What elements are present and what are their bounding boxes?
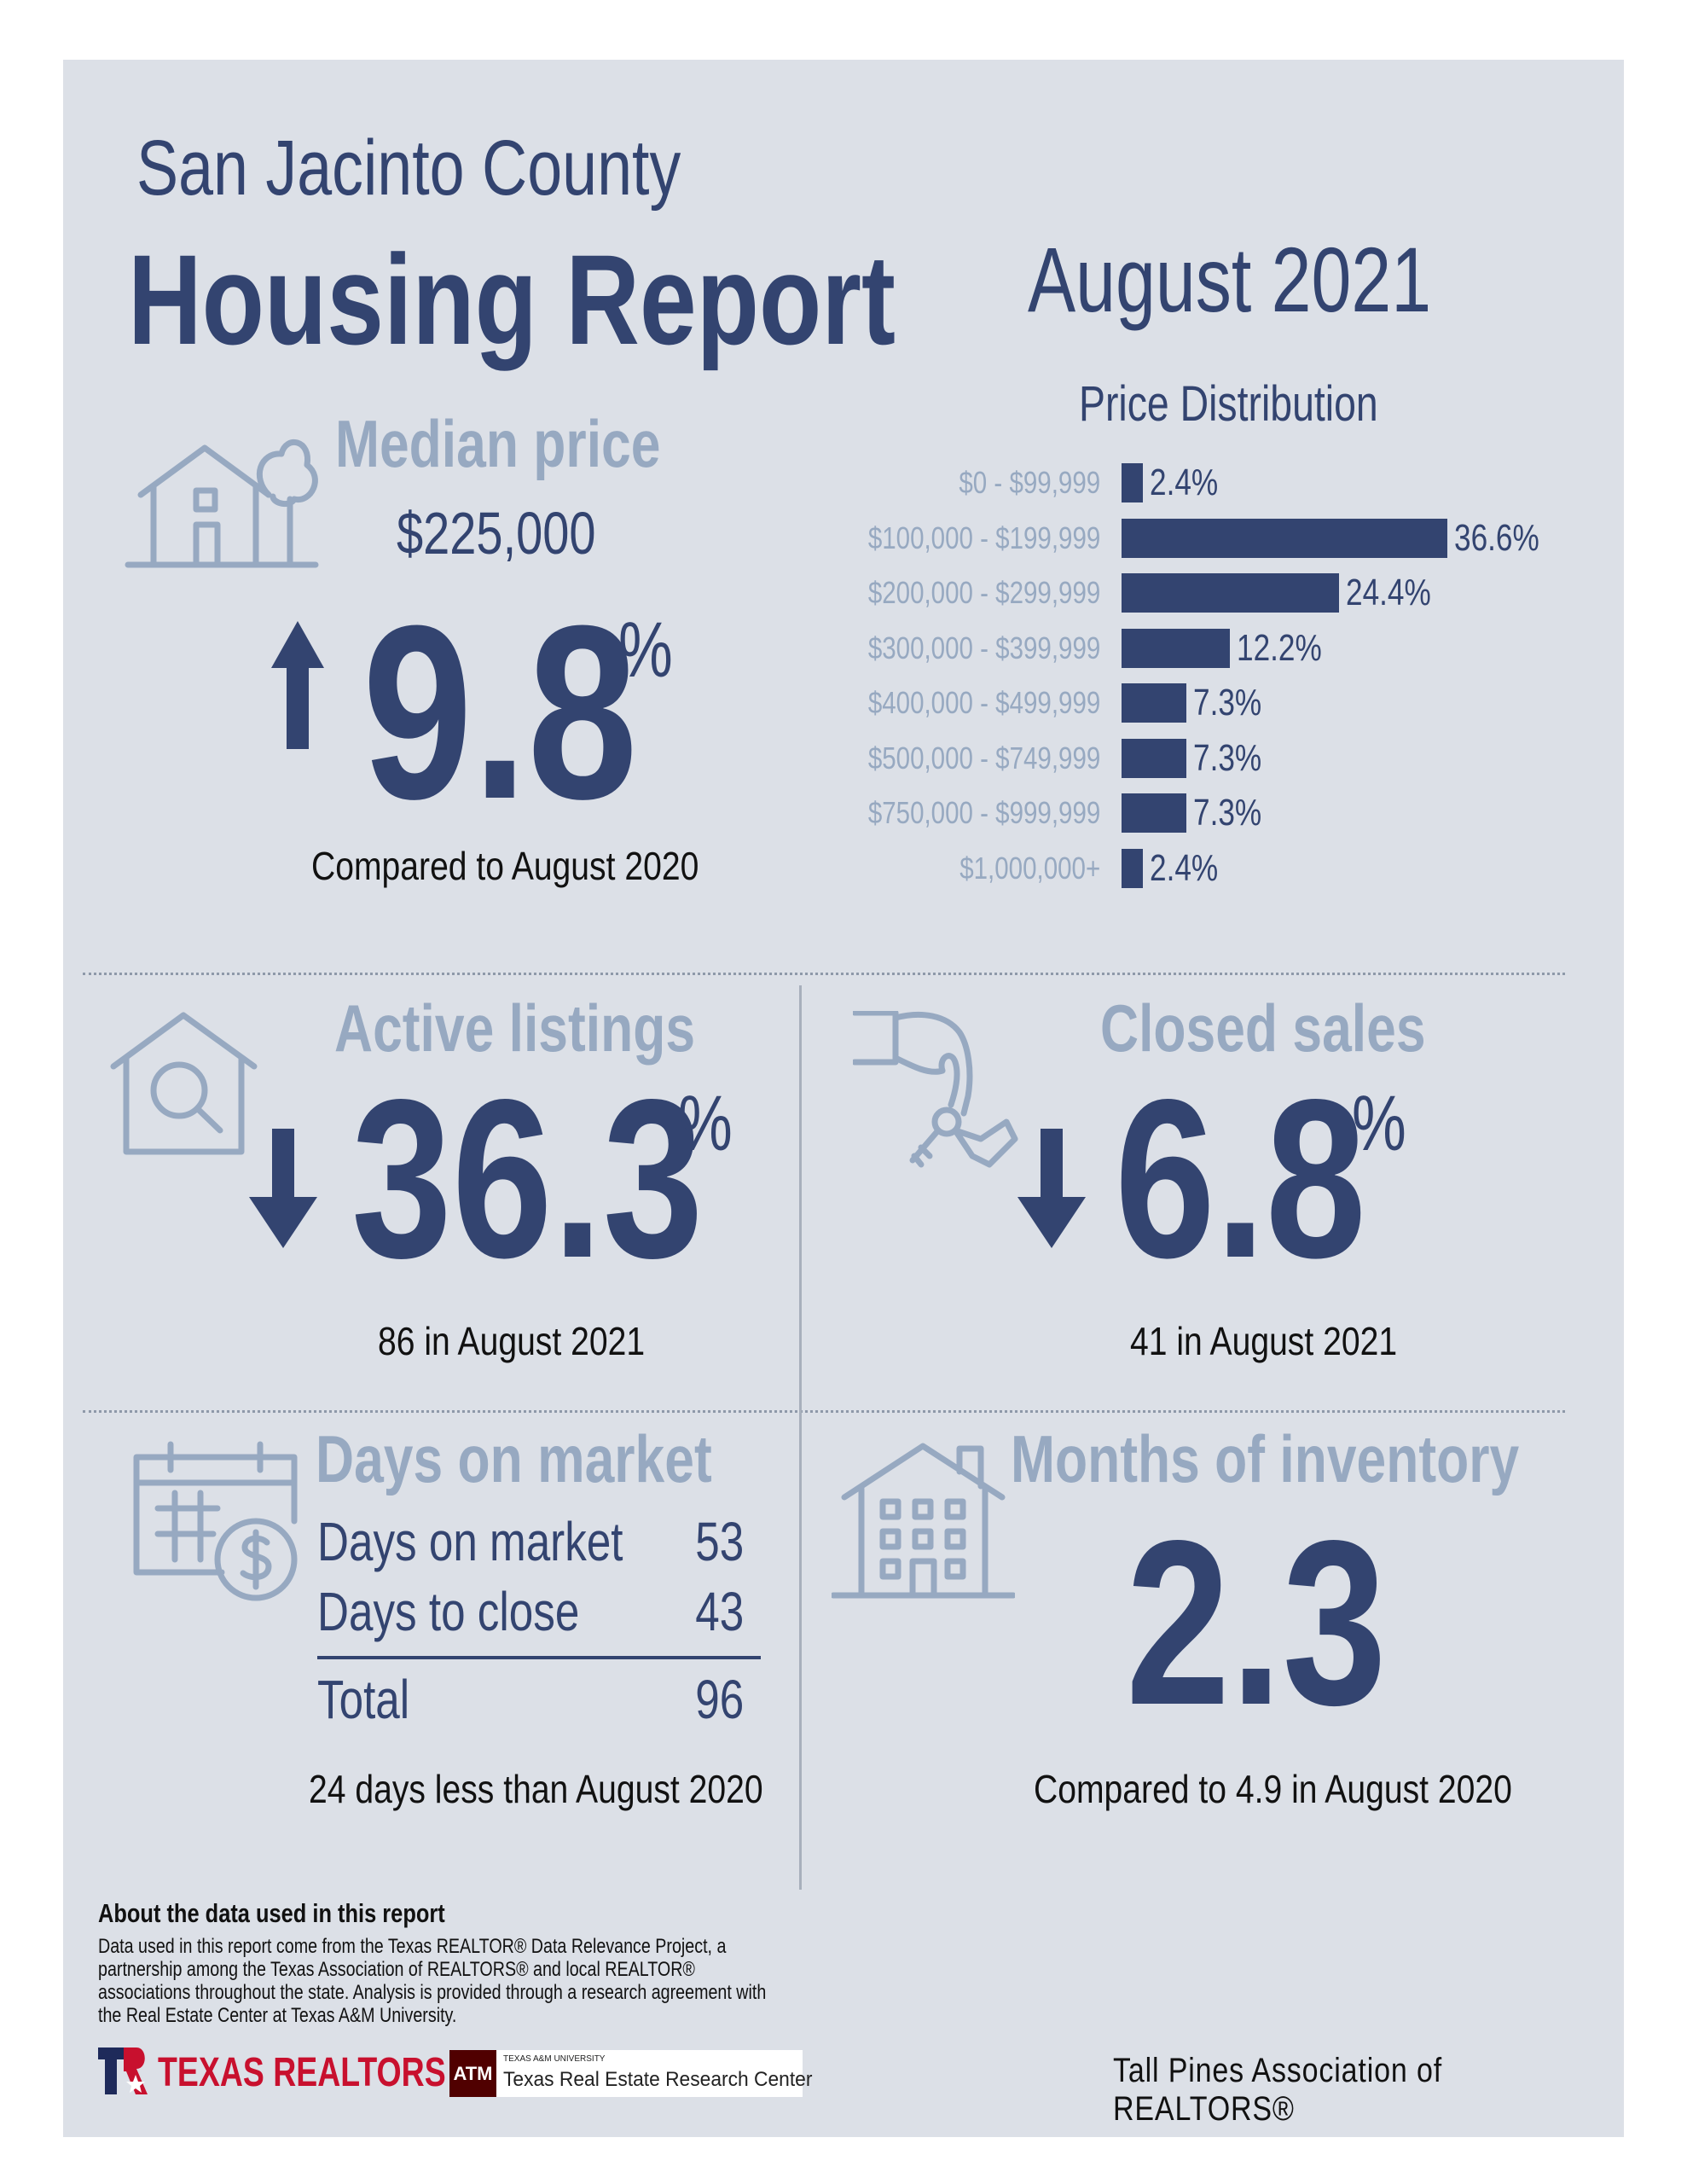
median-change-unit: %	[618, 607, 673, 694]
about-title: About the data used in this report	[98, 1898, 445, 1928]
active-listings-label: Active listings	[334, 990, 696, 1066]
association-name: Tall Pines Association of REALTORS®	[1113, 2052, 1443, 2128]
chart-category-label: $400,000 - $499,999	[867, 685, 1100, 720]
months-inventory-note: Compared to 4.9 in August 2020	[1034, 1767, 1512, 1811]
chart-bar	[1122, 628, 1231, 668]
house-tree-icon	[125, 439, 319, 568]
chart-value-label: 36.6%	[1454, 516, 1539, 559]
days-to-close-label: Days to close	[317, 1581, 580, 1642]
about-text: Data used in this report come from the T…	[98, 1935, 767, 2027]
texas-realtors-logo-text: TEXAS REALTORS	[158, 2050, 446, 2095]
chart-value-label: 2.4%	[1150, 462, 1219, 503]
chart-value-label: 7.3%	[1193, 682, 1262, 723]
total-rule	[317, 1656, 761, 1659]
chart-bar	[1122, 463, 1144, 502]
county-name: San Jacinto County	[136, 125, 681, 212]
report-card	[63, 60, 1624, 2137]
house-search-icon	[110, 1012, 258, 1155]
chart-value-label: 2.4%	[1150, 846, 1219, 889]
closed-sales-note: 41 in August 2021	[1130, 1319, 1398, 1363]
median-price-label: Median price	[335, 406, 661, 481]
down-arrow-icon	[249, 1129, 317, 1248]
chart-bar	[1122, 738, 1187, 778]
down-arrow-icon	[1017, 1129, 1086, 1248]
dom-row: Days on market 53	[317, 1510, 744, 1578]
dom-row-value: 53	[695, 1511, 744, 1572]
hand-keys-icon	[853, 1011, 1018, 1168]
building-icon	[832, 1443, 1015, 1599]
divider-top	[83, 973, 1565, 975]
divider-middle	[83, 1410, 1565, 1413]
months-inventory-label: Months of inventory	[1011, 1421, 1520, 1496]
chart-bar	[1122, 518, 1447, 558]
chart-value-label: 7.3%	[1193, 792, 1262, 834]
chart-title: Price Distribution	[1079, 376, 1378, 432]
chart-category-label: $0 - $99,999	[959, 465, 1100, 500]
active-listings-unit: %	[678, 1080, 733, 1167]
days-to-close-row: Days to close 43	[317, 1580, 744, 1648]
report-month: August 2021	[1028, 228, 1432, 331]
total-label: Total	[317, 1669, 410, 1730]
median-note: Compared to August 2020	[311, 844, 699, 888]
tamu-university: TEXAS A&M UNIVERSITY	[503, 2054, 606, 2064]
days-on-market-label: Days on market	[316, 1421, 712, 1496]
chart-bar	[1122, 573, 1339, 613]
chart-bar	[1122, 793, 1187, 833]
median-price-value: $225,000	[397, 500, 596, 566]
chart-category-label: $100,000 - $199,999	[867, 520, 1100, 555]
closed-sales-change: 6.8	[1115, 1053, 1366, 1305]
chart-value-label: 7.3%	[1193, 736, 1262, 779]
chart-category-label: $750,000 - $999,999	[867, 795, 1100, 830]
chart-bar	[1122, 848, 1144, 888]
dom-row-label: Days on market	[317, 1511, 623, 1572]
chart-category-label: $1,000,000+	[959, 850, 1100, 886]
chart-category-label: $200,000 - $299,999	[867, 575, 1100, 610]
months-inventory-value: 2.3	[1126, 1492, 1387, 1754]
total-value: 96	[695, 1669, 744, 1730]
closed-sales-label: Closed sales	[1100, 990, 1426, 1066]
divider-vertical	[799, 985, 802, 1890]
chart-category-label: $500,000 - $749,999	[867, 740, 1100, 775]
days-to-close-value: 43	[695, 1581, 744, 1642]
days-on-market-note: 24 days less than August 2020	[309, 1767, 763, 1811]
report-title: Housing Report	[128, 228, 896, 371]
total-row: Total 96	[317, 1668, 744, 1736]
up-arrow-icon	[271, 621, 324, 749]
chart-value-label: 12.2%	[1237, 626, 1323, 669]
texas-realtors-logo-icon	[98, 2048, 148, 2094]
median-change-value: 9.8	[362, 574, 638, 851]
chart-value-label: 24.4%	[1345, 572, 1431, 613]
active-listings-note: 86 in August 2021	[378, 1319, 646, 1363]
calendar-dollar-icon	[133, 1441, 298, 1601]
tamu-center: Texas Real Estate Research Center	[503, 2068, 813, 2091]
chart-bar	[1122, 683, 1187, 723]
tamu-logo-icon: ATM	[449, 2050, 496, 2097]
chart-category-label: $300,000 - $399,999	[867, 630, 1100, 665]
active-listings-change: 36.3	[351, 1053, 704, 1305]
closed-sales-unit: %	[1352, 1080, 1406, 1167]
tamu-logo-box	[449, 2050, 803, 2097]
